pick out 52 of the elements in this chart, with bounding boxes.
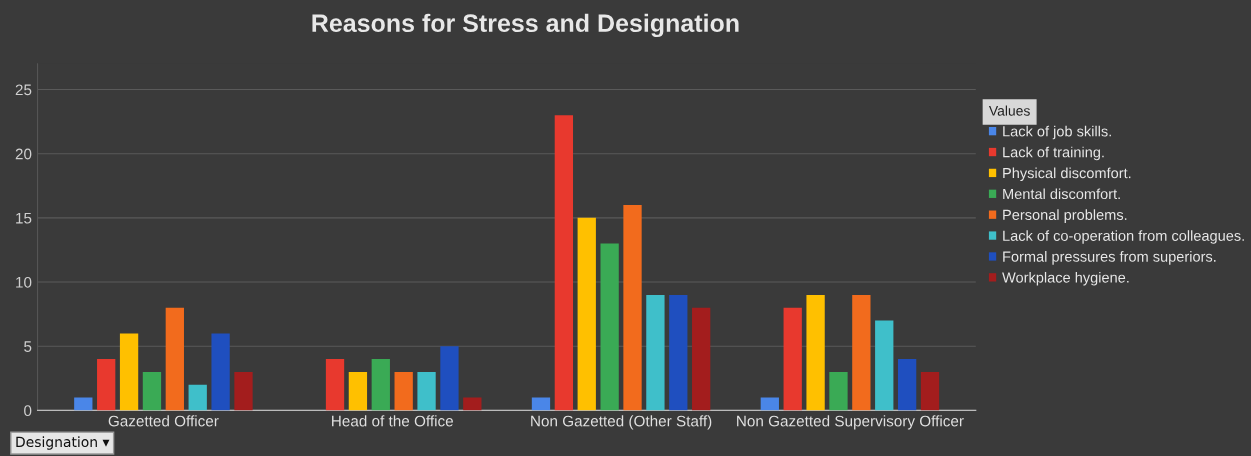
bar xyxy=(234,371,253,411)
bar xyxy=(577,217,596,411)
bar xyxy=(829,371,848,411)
bar xyxy=(852,294,871,411)
legend-label: Physical discomfort. xyxy=(1003,167,1131,182)
bar xyxy=(646,294,665,411)
bar xyxy=(806,294,825,411)
bar xyxy=(897,359,917,411)
bar xyxy=(692,307,711,411)
legend-label: Formal pressures from superiors. xyxy=(1003,251,1216,265)
bar xyxy=(463,397,482,411)
y-tick-label: 5 xyxy=(24,341,32,352)
legend-label: Workplace hygiene. xyxy=(1002,271,1129,286)
bar xyxy=(188,384,207,411)
bar xyxy=(623,205,642,411)
bar xyxy=(165,307,184,411)
legend-label: Mental discomfort. xyxy=(1003,188,1120,200)
bar xyxy=(783,307,802,411)
legend-label: Personal problems. xyxy=(1003,209,1127,223)
bar xyxy=(669,294,688,411)
bar xyxy=(371,359,390,411)
bar xyxy=(554,115,574,411)
bar xyxy=(211,333,230,411)
bar xyxy=(325,359,345,411)
bar xyxy=(119,333,139,411)
x-tick-label: Head of the Office xyxy=(332,415,453,427)
bar xyxy=(875,320,894,411)
bar xyxy=(394,371,413,411)
bar xyxy=(531,397,551,411)
bar xyxy=(348,371,368,411)
y-tick-label: 20 xyxy=(15,148,32,160)
bar xyxy=(142,371,162,411)
legend-label: Lack of training. xyxy=(1003,146,1104,161)
legend-label: Lack of co-operation from colleagues. xyxy=(1003,230,1244,244)
legend-title: Values xyxy=(988,105,1030,116)
bar xyxy=(97,359,116,411)
bar xyxy=(760,397,779,411)
text: Designation ▾ xyxy=(16,436,110,450)
bar xyxy=(600,243,619,411)
x-tick-label: Gazetted Officer xyxy=(108,415,219,427)
y-tick-label: 10 xyxy=(16,276,32,288)
x-tick-label: Non Gazetted (Other Staff) xyxy=(531,415,712,430)
y-tick-label: 15 xyxy=(16,212,32,224)
legend-label: Lack of job skills. xyxy=(1003,125,1111,140)
y-tick-label: 0 xyxy=(24,405,32,417)
bar xyxy=(920,371,940,411)
y-tick-label: 25 xyxy=(15,84,32,96)
bar xyxy=(440,346,459,411)
x-tick-label: Non Gazetted Supervisory Officer xyxy=(737,415,964,430)
chart-title: Reasons for Stress and Designation xyxy=(312,13,739,38)
bar xyxy=(417,371,436,411)
bar xyxy=(74,397,93,411)
